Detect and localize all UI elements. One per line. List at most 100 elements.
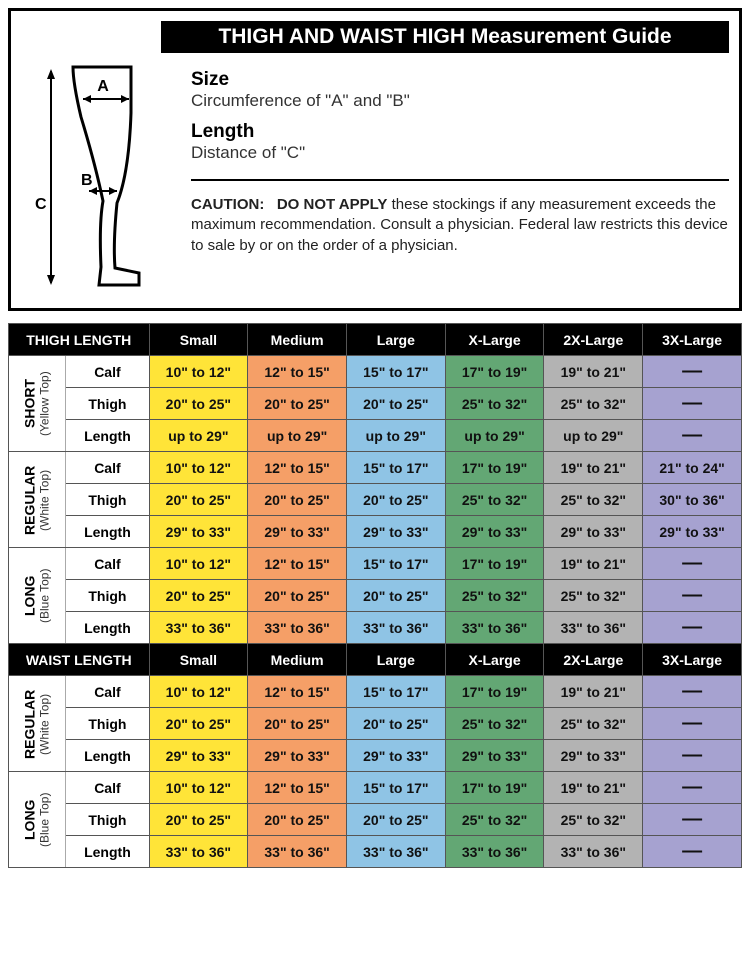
table-cell: 20" to 25": [346, 804, 445, 836]
table-cell: 10" to 12": [149, 356, 248, 388]
table-cell: 29" to 33": [445, 740, 544, 772]
sizing-chart: THIGH LENGTHSmallMediumLargeX-Large2X-La…: [8, 323, 742, 868]
size-header: 3X-Large: [643, 644, 742, 676]
row-label: Length: [66, 836, 149, 868]
size-header: Large: [346, 324, 445, 356]
guide-title: THIGH AND WAIST HIGH Measurement Guide: [161, 21, 729, 53]
table-cell: 30" to 36": [643, 484, 742, 516]
group-label: LONG(Blue Top): [9, 548, 66, 644]
size-header: X-Large: [445, 324, 544, 356]
size-header: Large: [346, 644, 445, 676]
table-cell: 20" to 25": [149, 708, 248, 740]
row-label: Calf: [66, 772, 149, 804]
table-cell: —: [643, 388, 742, 420]
table-cell: 12" to 15": [248, 548, 347, 580]
table-cell: —: [643, 740, 742, 772]
table-cell: 33" to 36": [544, 612, 643, 644]
row-label: Length: [66, 516, 149, 548]
table-cell: 33" to 36": [346, 836, 445, 868]
row-label: Calf: [66, 548, 149, 580]
table-cell: 15" to 17": [346, 452, 445, 484]
table-cell: 10" to 12": [149, 772, 248, 804]
table-cell: up to 29": [149, 420, 248, 452]
table-cell: —: [643, 708, 742, 740]
section-header: THIGH LENGTH: [9, 324, 150, 356]
section-header: WAIST LENGTH: [9, 644, 150, 676]
size-header: Small: [149, 324, 248, 356]
table-cell: 15" to 17": [346, 676, 445, 708]
table-cell: 20" to 25": [248, 580, 347, 612]
table-cell: 20" to 25": [149, 804, 248, 836]
table-cell: 25" to 32": [544, 804, 643, 836]
table-cell: 29" to 33": [248, 740, 347, 772]
table-cell: 20" to 25": [149, 388, 248, 420]
table-cell: 29" to 33": [149, 740, 248, 772]
table-cell: —: [643, 804, 742, 836]
label-c: C: [35, 196, 47, 213]
table-cell: 33" to 36": [544, 836, 643, 868]
table-cell: 17" to 19": [445, 676, 544, 708]
row-label: Thigh: [66, 484, 149, 516]
table-cell: 33" to 36": [248, 612, 347, 644]
guide-text-block: Size Circumference of "A" and "B" Length…: [171, 63, 729, 298]
caution-bold: DO NOT APPLY: [277, 196, 388, 213]
table-cell: up to 29": [544, 420, 643, 452]
table-cell: 33" to 36": [248, 836, 347, 868]
table-cell: 29" to 33": [346, 740, 445, 772]
table-cell: 20" to 25": [346, 484, 445, 516]
row-label: Thigh: [66, 388, 149, 420]
leg-diagram-icon: A B C: [21, 63, 171, 293]
size-header: 2X-Large: [544, 644, 643, 676]
table-cell: 25" to 32": [445, 484, 544, 516]
table-cell: 29" to 33": [248, 516, 347, 548]
table-cell: 17" to 19": [445, 548, 544, 580]
leg-diagram: A B C: [21, 63, 171, 298]
length-text: Distance of "C": [191, 143, 729, 163]
guide-content: A B C Size Circumference of "A" and "B" …: [21, 63, 729, 298]
group-label: SHORT(Yellow Top): [9, 356, 66, 452]
table-cell: 33" to 36": [149, 836, 248, 868]
group-label: REGULAR(White Top): [9, 676, 66, 772]
table-cell: —: [643, 548, 742, 580]
row-label: Thigh: [66, 708, 149, 740]
table-cell: 12" to 15": [248, 452, 347, 484]
table-cell: —: [643, 420, 742, 452]
table-cell: 19" to 21": [544, 676, 643, 708]
size-header: Medium: [248, 324, 347, 356]
table-cell: 29" to 33": [149, 516, 248, 548]
size-header: X-Large: [445, 644, 544, 676]
table-cell: 29" to 33": [643, 516, 742, 548]
table-cell: —: [643, 612, 742, 644]
table-cell: 20" to 25": [248, 708, 347, 740]
size-header: Medium: [248, 644, 347, 676]
table-cell: up to 29": [248, 420, 347, 452]
measurement-guide-box: THIGH AND WAIST HIGH Measurement Guide A…: [8, 8, 742, 311]
table-cell: 12" to 15": [248, 356, 347, 388]
table-cell: 17" to 19": [445, 452, 544, 484]
table-cell: 19" to 21": [544, 548, 643, 580]
row-label: Calf: [66, 452, 149, 484]
table-cell: 29" to 33": [544, 740, 643, 772]
table-cell: 29" to 33": [445, 516, 544, 548]
caution-label: CAUTION:: [191, 196, 264, 213]
table-cell: 19" to 21": [544, 452, 643, 484]
size-text: Circumference of "A" and "B": [191, 91, 729, 111]
table-cell: 10" to 12": [149, 676, 248, 708]
table-cell: 33" to 36": [445, 836, 544, 868]
row-label: Calf: [66, 676, 149, 708]
table-cell: up to 29": [346, 420, 445, 452]
size-heading: Size: [191, 69, 729, 91]
label-a: A: [97, 78, 109, 95]
table-cell: —: [643, 580, 742, 612]
size-header: Small: [149, 644, 248, 676]
table-cell: 19" to 21": [544, 356, 643, 388]
table-cell: 20" to 25": [346, 388, 445, 420]
table-cell: 25" to 32": [445, 580, 544, 612]
table-cell: 25" to 32": [544, 708, 643, 740]
table-cell: 25" to 32": [544, 580, 643, 612]
table-cell: 17" to 19": [445, 772, 544, 804]
row-label: Calf: [66, 356, 149, 388]
table-cell: 10" to 12": [149, 548, 248, 580]
table-cell: 25" to 32": [544, 484, 643, 516]
table-cell: 10" to 12": [149, 452, 248, 484]
